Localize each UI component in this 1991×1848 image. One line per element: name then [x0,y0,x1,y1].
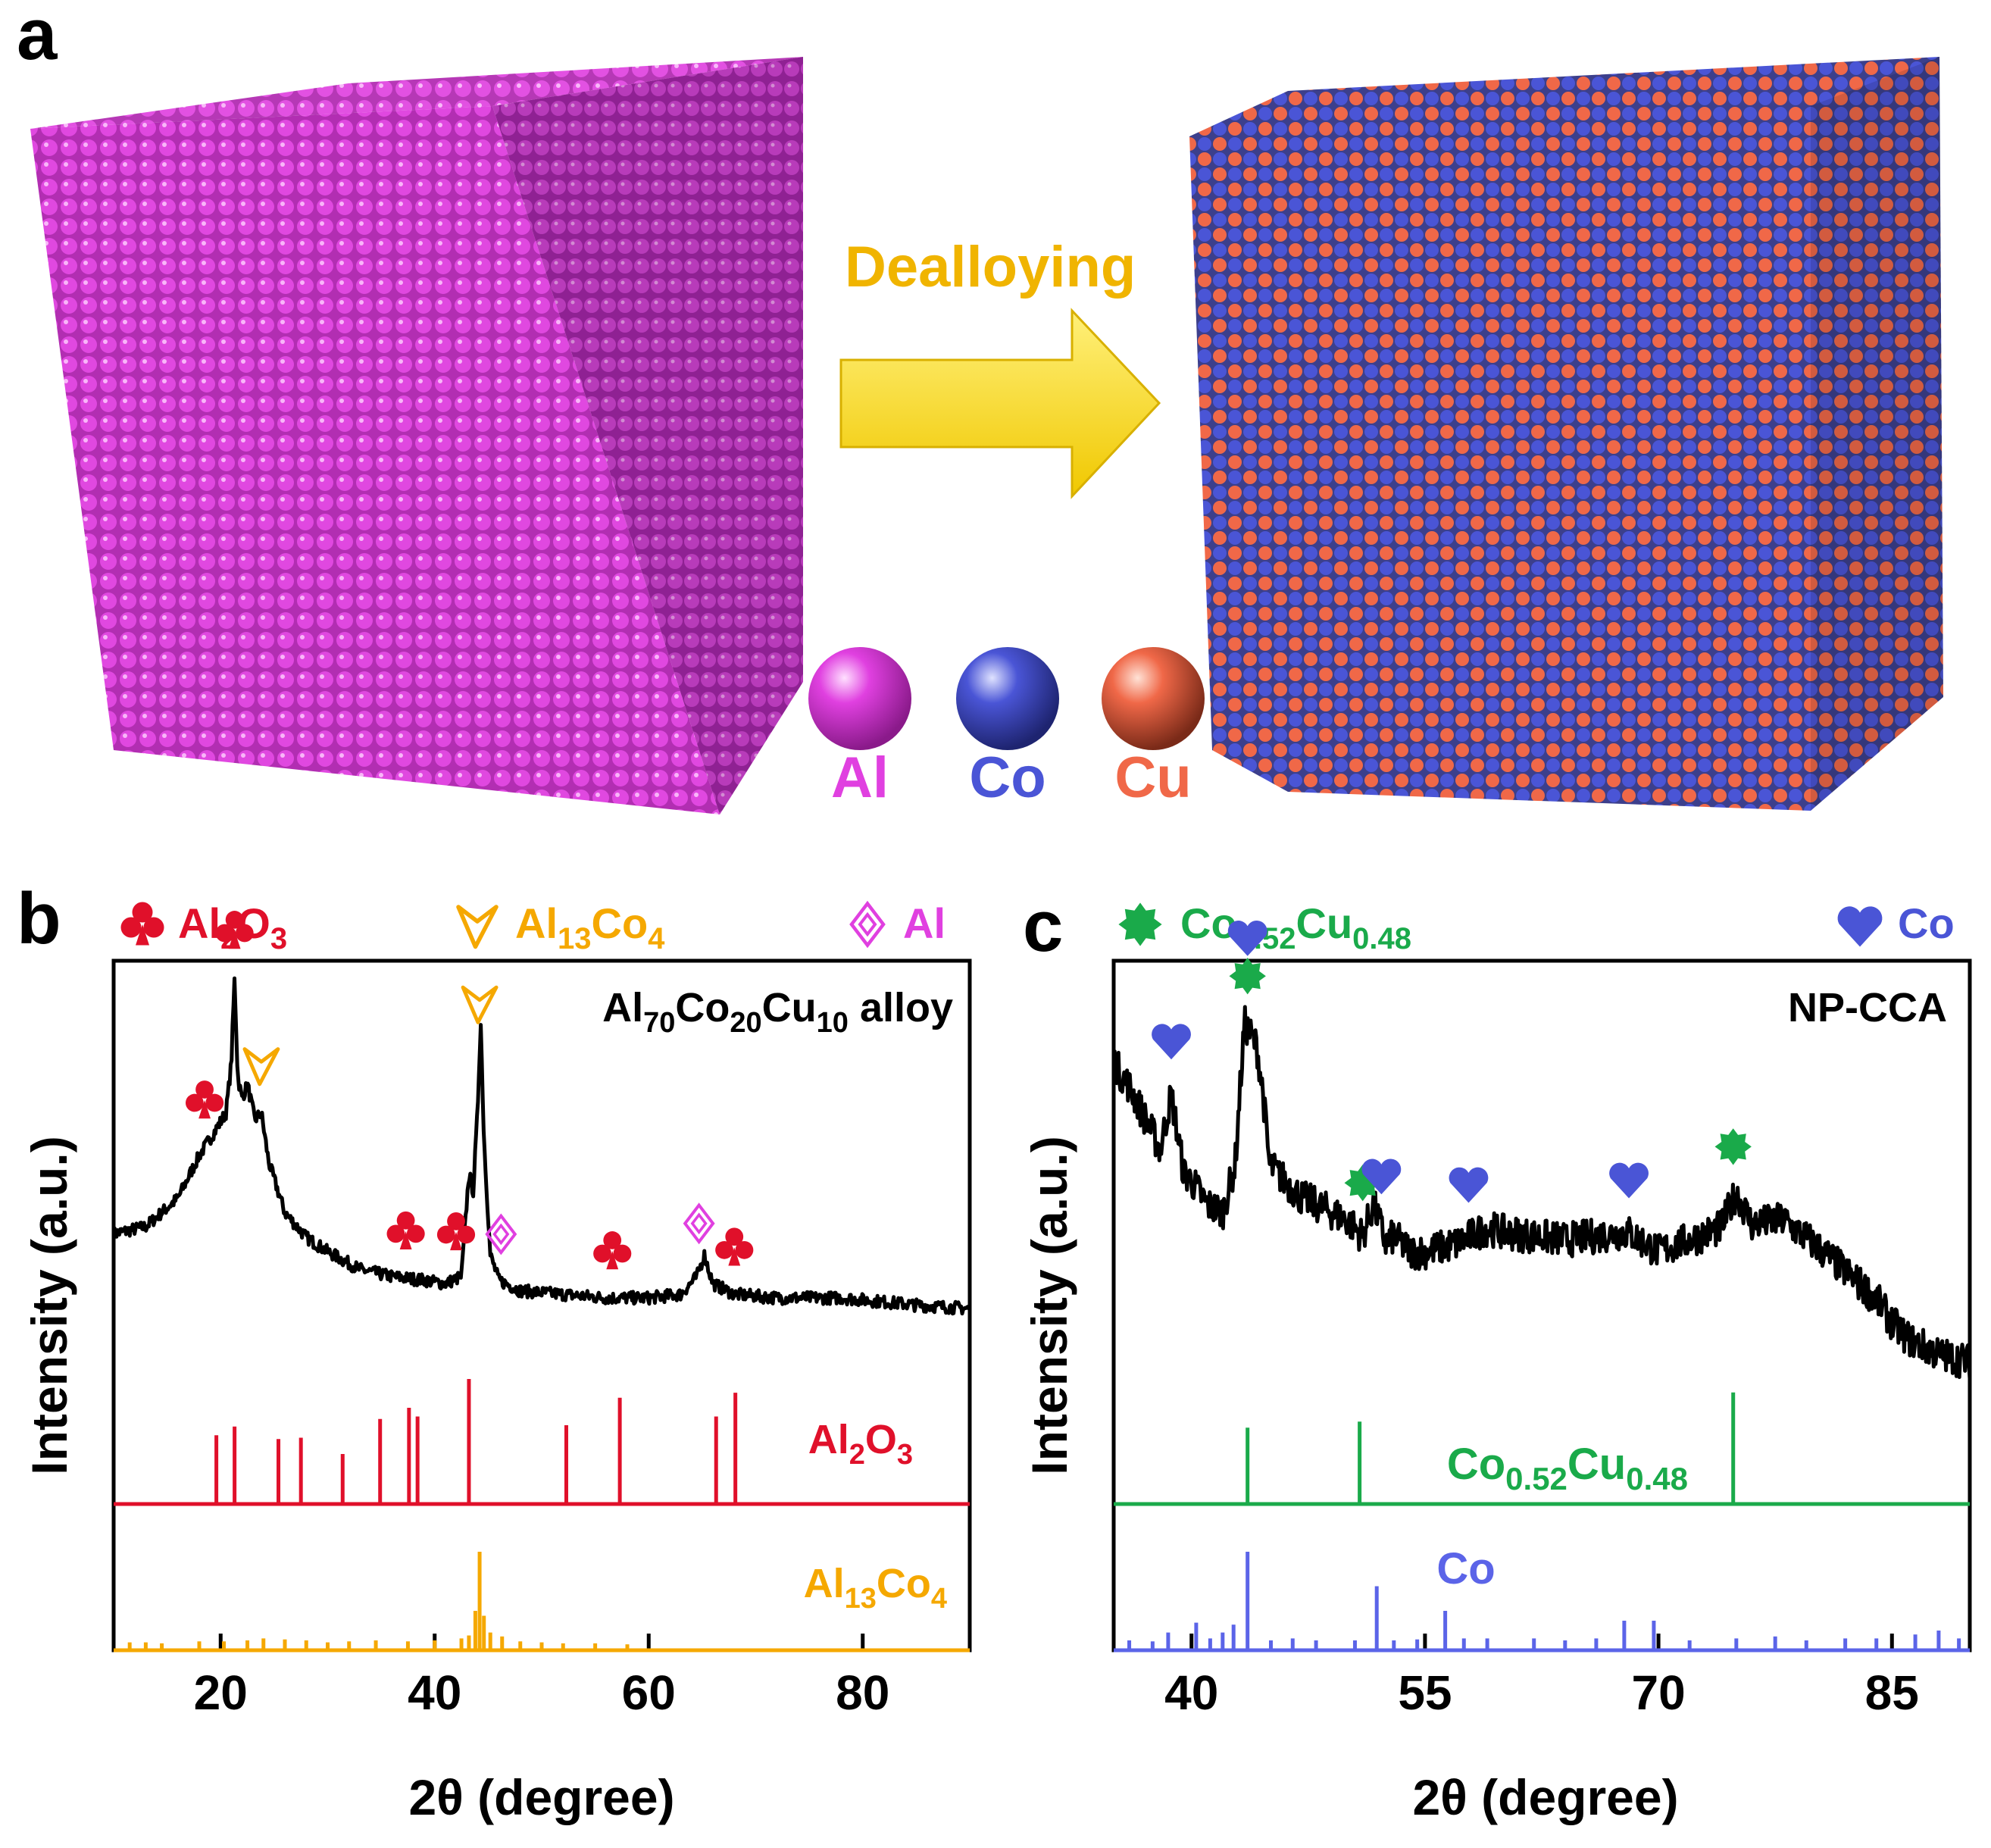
np-cube-side-shade [1811,57,1943,811]
legend-c-co: Co [1837,899,1955,947]
star-icon [1714,1128,1752,1165]
alloy-cube-shade [492,57,803,815]
x-tick-label: 60 [622,1665,676,1720]
alloy-cube-top [30,57,803,129]
star-icon [1118,902,1162,946]
dealloying-label: Dealloying [845,235,1136,299]
legend-c-co-label: Co [1898,899,1955,947]
panel-c-label: c [1023,886,1063,967]
heart-icon [1152,1024,1191,1060]
legend-b-al: Al [849,899,945,949]
heart-icon [1227,920,1267,956]
club-icon [120,902,164,946]
chart-b-ref1-label: Al2O3 [808,1417,913,1471]
xrd-pattern-line [111,976,972,1316]
legend-b-al13co4-label: Al13Co4 [515,899,665,955]
legend-b-al-label: Al [903,899,945,947]
heart-icon [1609,1162,1649,1199]
diamond-icon [849,900,886,949]
alloy-cube-front [30,106,720,815]
al-legend-label: Al [831,746,889,810]
chart-b-xlabel: 2θ (degree) [408,1769,674,1825]
co-sphere [956,647,1059,750]
club-icon [436,1212,476,1251]
chart-c: NP-CCA Co0.52Cu0.48 Co Intensity (a.u.) … [1021,920,1972,1825]
chart-c-ref1-label: Co0.52Cu0.48 [1447,1440,1688,1496]
club-icon [593,1231,632,1270]
heart-icon [1837,906,1883,947]
club-icon [715,1227,754,1266]
chart-c-xlabel: 2θ (degree) [1412,1769,1678,1825]
star-icon [1118,902,1162,946]
legend-c-cocu: Co0.52Cu0.48 [1118,899,1411,955]
al-sphere [808,647,911,750]
legend-b: Al2O3 Al13Co4 Al [120,899,945,955]
club-icon [386,1211,425,1250]
np-cube-body [1189,57,1943,811]
alloy-cube [30,57,803,815]
chart-b-frame [111,958,972,1653]
chart-c-ref2-label: Co [1436,1544,1495,1593]
chevron-icon [461,985,499,1024]
x-tick-label: 40 [1164,1665,1218,1720]
legend-c: Co0.52Cu0.48 Co [1118,899,1955,955]
chevron-icon [456,905,499,949]
heart-icon [1449,1167,1489,1203]
panel-b-label: b [17,878,61,959]
chart-b-ref2-label: Al13Co4 [804,1561,947,1615]
x-tick-label: 20 [194,1665,248,1720]
panel-a-label: a [17,0,58,75]
x-tick-label: 40 [408,1665,461,1720]
dealloying-arrow: Dealloying [839,235,1161,499]
x-tick-label: 80 [836,1665,889,1720]
cu-legend-label: Cu [1114,746,1191,810]
chevron-icon [456,905,499,949]
x-tick-label: 55 [1398,1665,1452,1720]
np-cca-cube [1189,57,1943,811]
chart-b-ylabel: Intensity (a.u.) [21,1136,77,1474]
heart-icon [1837,906,1883,947]
club-icon [215,911,254,949]
x-tick-label: 85 [1865,1665,1919,1720]
arrow-shape [839,308,1161,499]
chevron-icon [242,1047,280,1087]
chart-b: Al70Co20Cu10 alloy Al2O3 Al13Co4 Intensi… [21,911,972,1825]
legend-b-al13co4: Al13Co4 [456,899,665,955]
heart-icon [1361,1159,1402,1195]
diamond-icon [849,900,886,949]
diamond-icon [683,1202,715,1245]
cu-sphere [1102,647,1205,750]
xrd-pattern-line [1111,1005,1972,1379]
alloy-cube-side [492,57,803,815]
club-icon [185,1080,224,1119]
x-tick-label: 70 [1631,1665,1685,1720]
legend-b-al2o3: Al2O3 [120,899,287,955]
club-icon [120,902,164,946]
chart-b-title: Al70Co20Cu10 alloy [602,985,953,1039]
chart-c-ylabel: Intensity (a.u.) [1021,1136,1077,1474]
chart-c-title: NP-CCA [1788,985,1947,1030]
co-legend-label: Co [969,746,1046,810]
star-icon [1229,958,1266,995]
atom-legend: Al Co Cu [808,647,1205,810]
diamond-icon [485,1213,517,1255]
legend-c-cocu-label: Co0.52Cu0.48 [1180,899,1411,955]
